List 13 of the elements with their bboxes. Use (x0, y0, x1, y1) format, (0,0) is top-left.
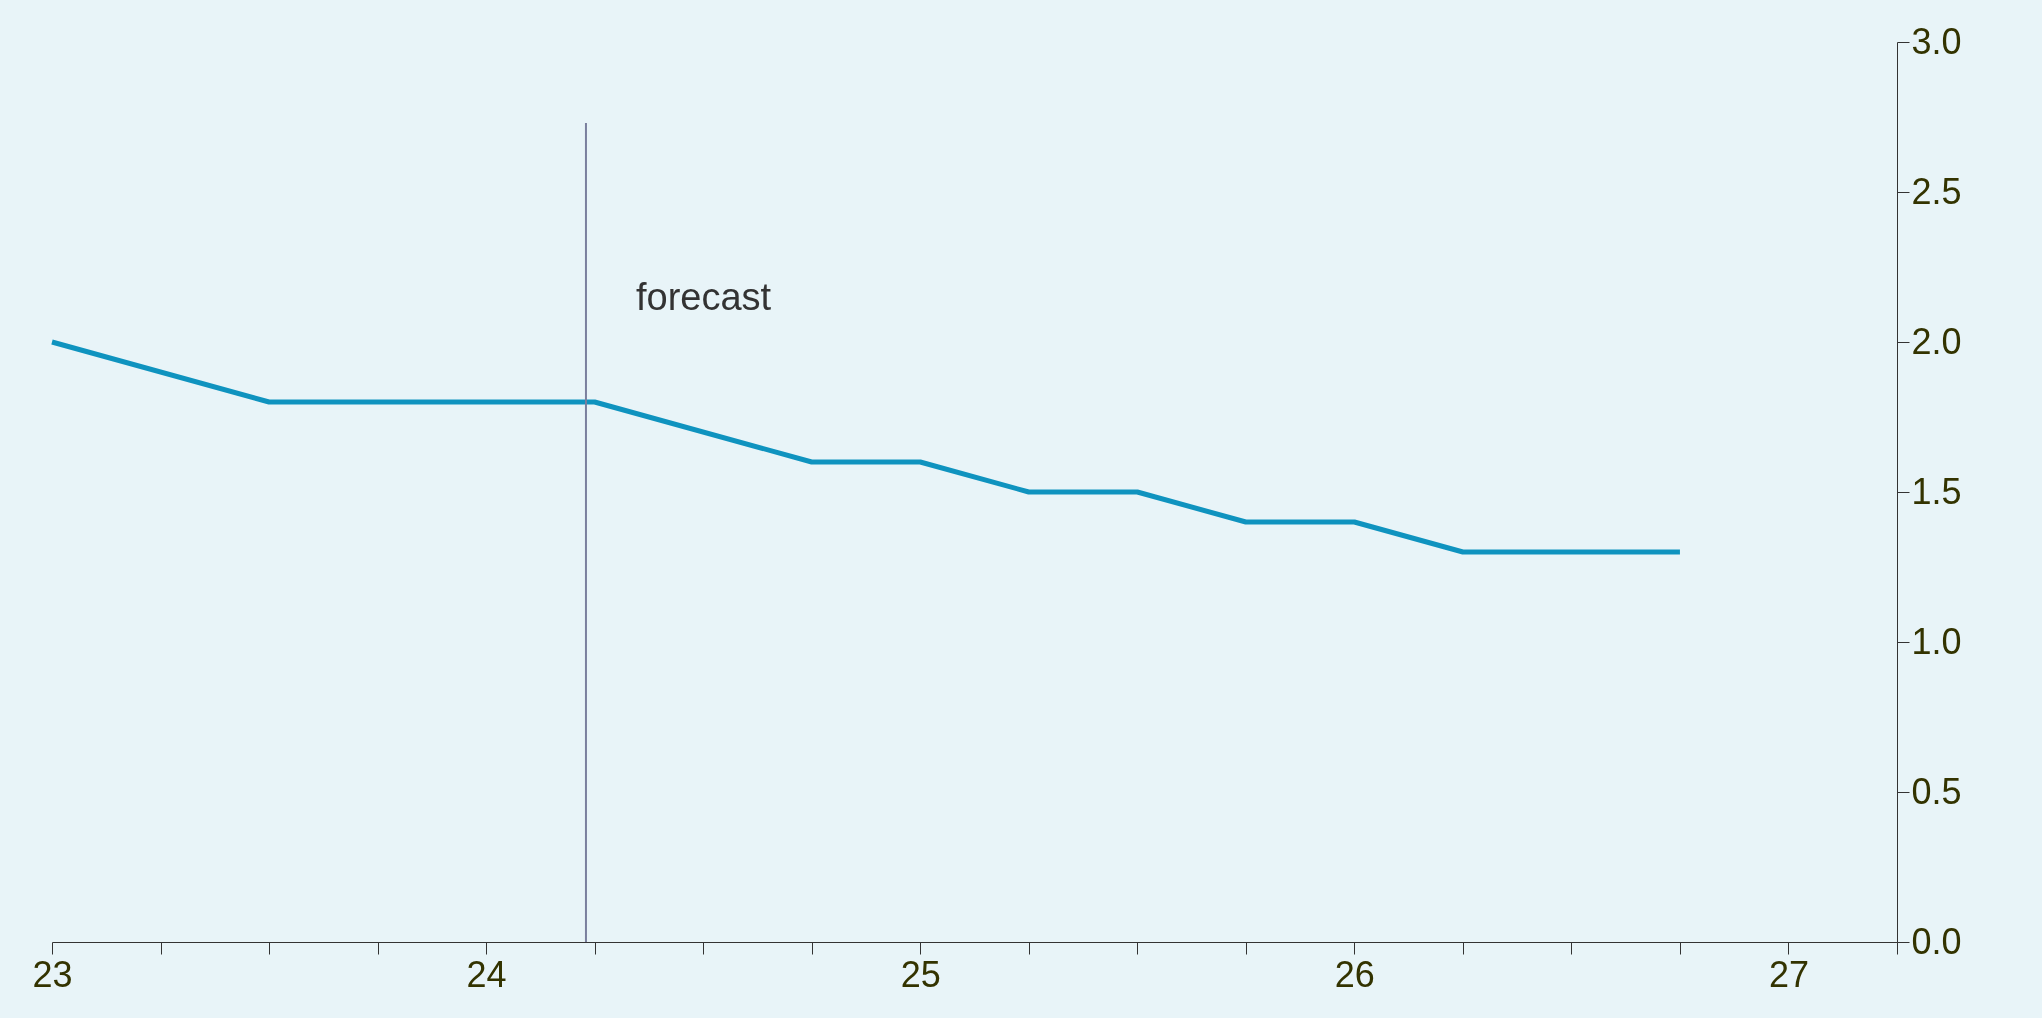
y2-tick-label: 2.0 (1911, 320, 1962, 362)
y2-tick-label: 1.5 (1911, 470, 1962, 512)
x-tick-label: 23 (32, 953, 73, 995)
ref-line-label: forecast (635, 275, 772, 318)
x-tick-label: 26 (1334, 953, 1375, 995)
x-tick-label: 25 (900, 953, 941, 995)
x-tick-label: 24 (466, 953, 507, 995)
y2-tick-label: 0.5 (1911, 770, 1962, 812)
y2-tick-label: 2.5 (1911, 170, 1962, 212)
x-tick-label: 27 (1768, 953, 1809, 995)
y2-tick-label: 1.0 (1911, 620, 1962, 662)
y2-tick-label: 0.0 (1911, 920, 1962, 962)
y2-tick-label: 3.0 (1911, 20, 1962, 62)
